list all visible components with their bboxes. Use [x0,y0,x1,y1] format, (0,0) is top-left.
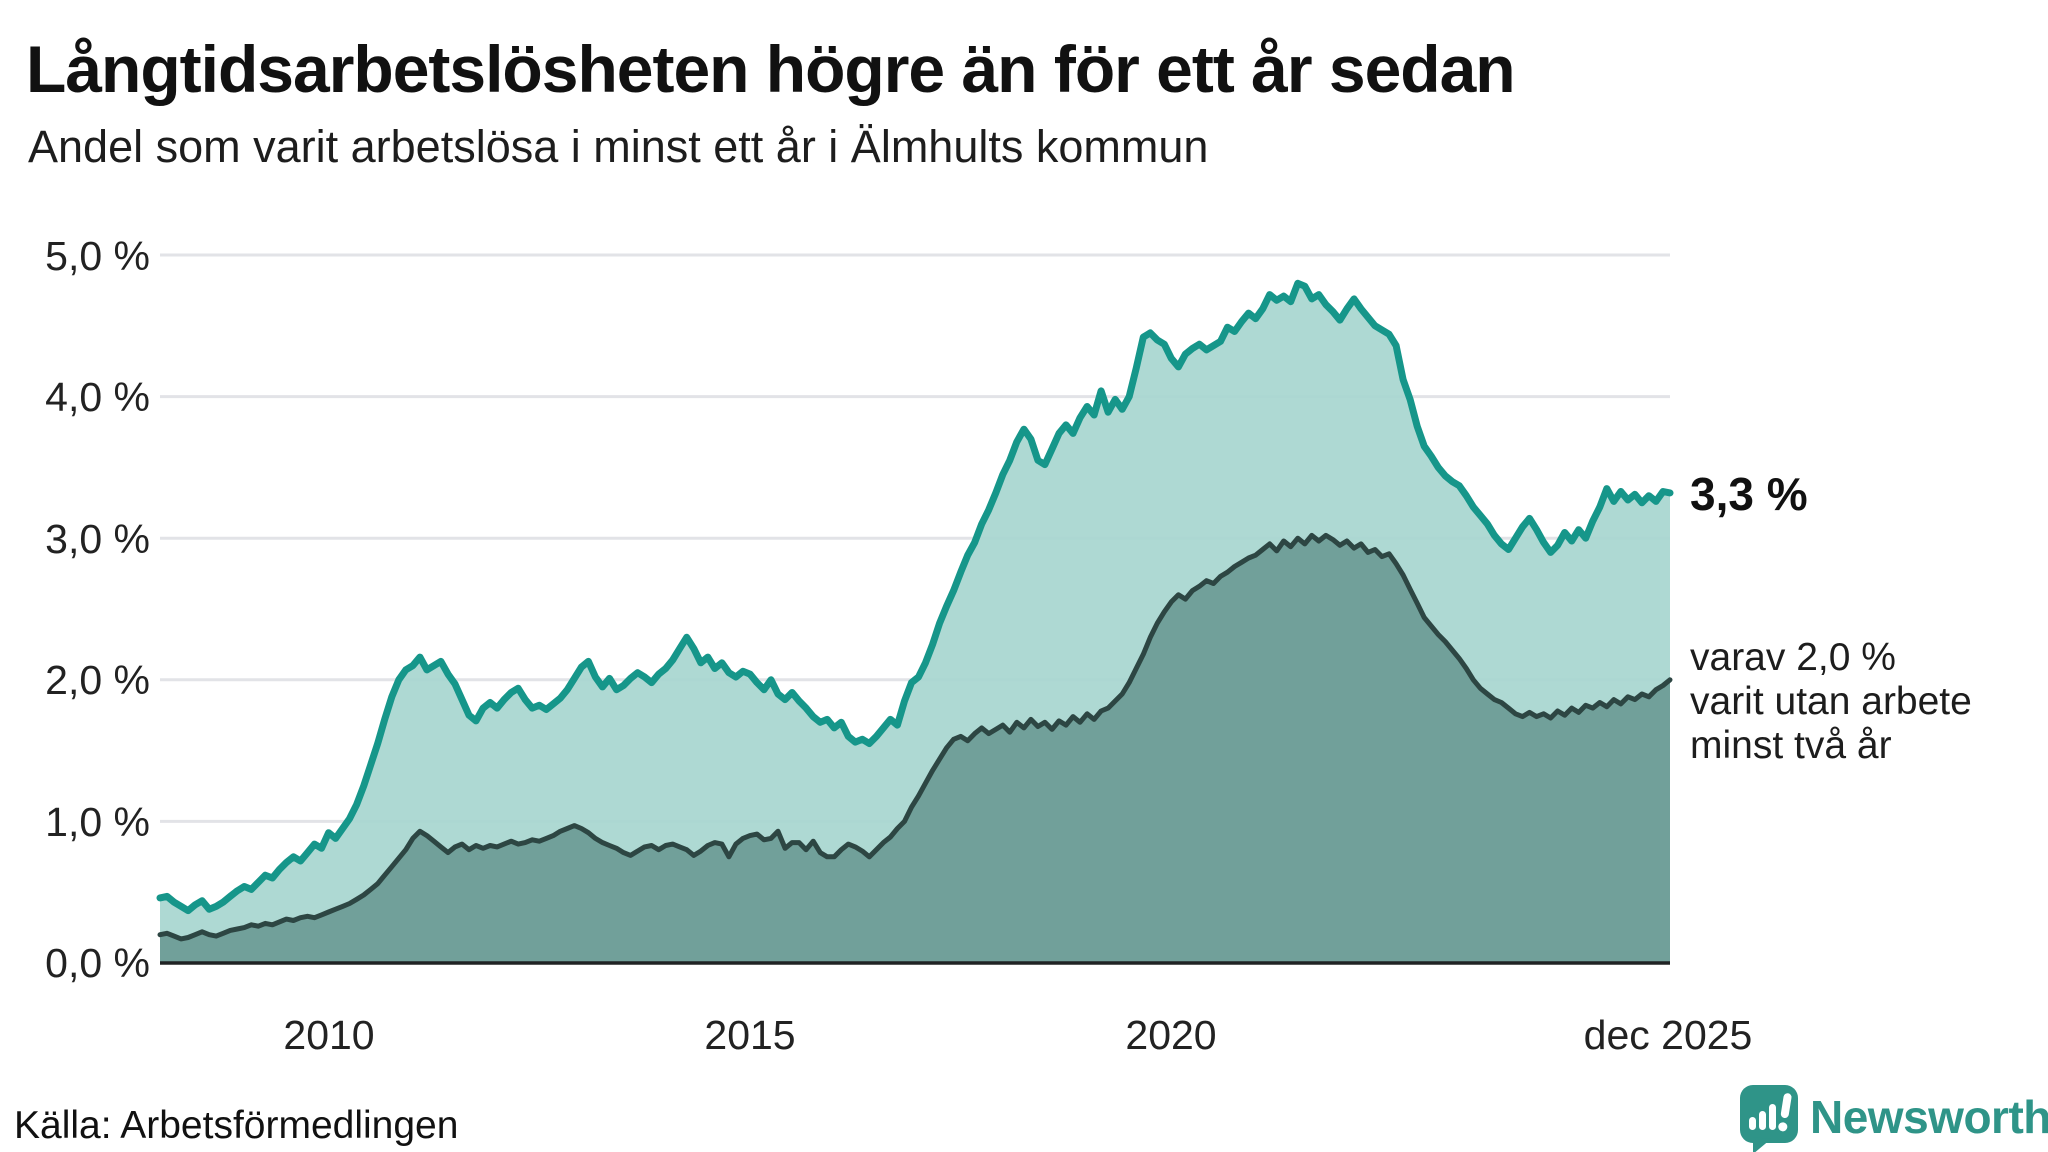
y-tick-3: 3,0 % [45,516,150,562]
source-label: Källa: Arbetsförmedlingen [14,1104,458,1147]
y-tick-5: 5,0 % [45,233,150,279]
y-axis-labels: 5,0 % 4,0 % 3,0 % 2,0 % 1,0 % 0,0 % [45,233,150,986]
y-tick-0: 0,0 % [45,940,150,986]
chart-subtitle: Andel som varit arbetslösa i minst ett å… [28,121,1208,172]
end-value-label: 3,3 % [1690,468,1808,520]
y-tick-2: 2,0 % [45,657,150,703]
exclamation-icon [1778,1093,1792,1132]
y-tick-4: 4,0 % [45,374,150,420]
newsworthy-logo: Newsworthy [1740,1085,2048,1152]
line-unemployed-min-one-year [156,279,1674,915]
y-tick-1: 1,0 % [45,799,150,845]
x-tick-2020: 2020 [1125,1012,1216,1058]
speech-bubble-tail [1753,1137,1771,1152]
x-tick-2015: 2015 [704,1012,795,1058]
side-note-line-2: varit utan arbete [1690,680,1972,723]
line-unemployed-min-two-years [157,532,1673,942]
area-unemployed-min-two-years [160,535,1670,963]
x-tick-dec-2025: dec 2025 [1584,1012,1753,1058]
side-note-line-3: minst två år [1690,724,1892,767]
page-title: Långtidsarbetslösheten högre än för ett … [26,32,1515,106]
side-note: varav 2,0 % varit utan arbete minst två … [1690,636,1972,767]
newsworthy-logo-icon [1740,1085,1798,1152]
side-note-line-1: varav 2,0 % [1690,636,1896,679]
newsworthy-logo-text: Newsworthy [1810,1091,2048,1143]
x-axis-labels: 2010 2015 2020 dec 2025 [283,1012,1752,1058]
x-tick-2010: 2010 [283,1012,374,1058]
